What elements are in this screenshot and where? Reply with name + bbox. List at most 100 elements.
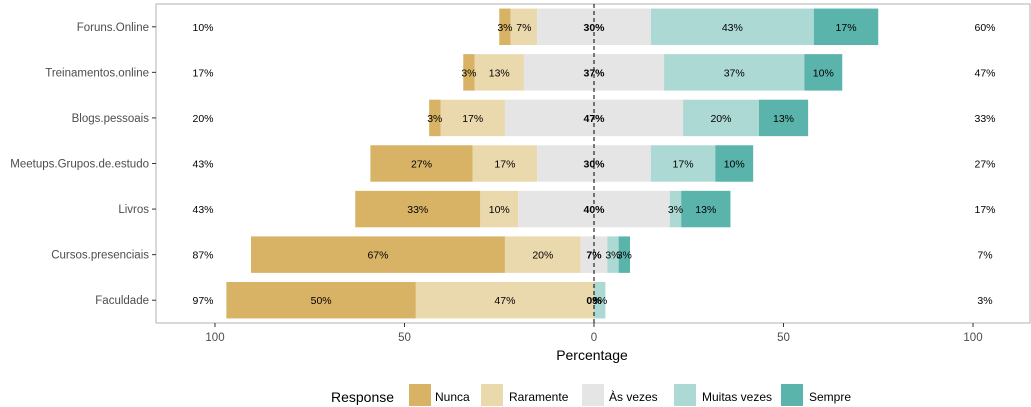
left-total-foruns-online: 10% [192, 22, 213, 34]
label-meetups-grupos-de-estudo-as-vezes: 30% [583, 159, 605, 171]
right-total-blogs-pessoais: 33% [974, 113, 995, 125]
bar-livros-sempre [681, 190, 731, 228]
legend: Response Nunca Raramente Às vezes Muitas ve… [331, 384, 851, 406]
label-meetups-grupos-de-estudo-raramente: 17% [494, 159, 515, 171]
bar-faculdade-raramente [415, 281, 594, 319]
side-labels-group: 10% 60% 17% 47% 20% 33% 43% 27% 43% 17% 87% 7% 97% 3% [192, 22, 995, 307]
bar-cursos-presenciais-muitas-vezes [607, 236, 619, 273]
right-total-treinamentos-online: 47% [974, 67, 995, 79]
bar-cursos-presenciais-raramente [504, 236, 581, 273]
bar-meetups-grupos-de-estudo-raramente [472, 145, 538, 182]
y-tick-label-treinamentos-online: Treinamentos.online [45, 67, 149, 79]
legend-key-raramente [481, 384, 503, 406]
bar-faculdade-nunca [226, 281, 416, 319]
label-cursos-presenciais-raramente: 20% [532, 250, 553, 262]
bar-meetups-grupos-de-estudo-muitas-vezes [650, 145, 716, 182]
bar-treinamentos-online-nunca [463, 54, 475, 91]
label-cursos-presenciais-as-vezes: 7% [586, 250, 602, 262]
right-total-livros: 17% [974, 204, 995, 216]
legend-label-sempre: Sempre [809, 390, 851, 404]
label-livros-muitas-vezes: 3% [668, 204, 683, 216]
x-axis-title: Percentage [556, 347, 628, 363]
bar-treinamentos-online-raramente [474, 54, 524, 91]
bar-faculdade-muitas-vezes [594, 281, 606, 319]
label-meetups-grupos-de-estudo-muitas-vezes: 17% [673, 159, 694, 171]
bar-blogs-pessoais-raramente [440, 99, 505, 137]
left-total-livros: 43% [192, 204, 213, 216]
legend-label-muitas-vezes: Muitas vezes [702, 390, 772, 404]
label-foruns-online-nunca: 3% [497, 22, 512, 34]
left-total-blogs-pessoais: 20% [192, 113, 213, 125]
x-tick-label: 50 [398, 332, 411, 344]
bar-meetups-grupos-de-estudo-nunca [370, 145, 473, 182]
label-cursos-presenciais-sempre: 3% [617, 250, 632, 262]
label-livros-nunca: 33% [407, 204, 428, 216]
legend-label-as-vezes: Às vezes [609, 389, 658, 404]
bar-livros-nunca [355, 190, 481, 228]
left-total-treinamentos-online: 17% [192, 67, 213, 79]
bar-meetups-grupos-de-estudo-sempre [715, 145, 754, 182]
label-foruns-online-muitas-vezes: 43% [722, 22, 743, 34]
x-tick-label: 50 [777, 332, 790, 344]
y-tick-label-cursos-presenciais: Cursos.presenciais [51, 250, 149, 262]
label-treinamentos-online-raramente: 13% [489, 67, 510, 79]
x-tick-label: 100 [205, 332, 224, 344]
y-tick-label-blogs-pessoais: Blogs.pessoais [72, 113, 150, 125]
bar-foruns-online-muitas-vezes [650, 8, 814, 46]
right-total-foruns-online: 60% [974, 22, 995, 34]
bar-foruns-online-raramente [510, 8, 538, 46]
label-cursos-presenciais-muitas-vezes: 3% [605, 250, 620, 262]
label-blogs-pessoais-raramente: 17% [462, 113, 483, 125]
label-blogs-pessoais-muitas-vezes: 20% [710, 113, 731, 125]
label-faculdade-raramente: 47% [494, 295, 515, 307]
legend-key-nunca [409, 384, 431, 406]
bar-cursos-presenciais-nunca [251, 236, 505, 273]
label-meetups-grupos-de-estudo-nunca: 27% [411, 159, 432, 171]
left-total-meetups-grupos-de-estudo: 43% [192, 159, 213, 171]
y-tick-label-livros: Livros [118, 204, 149, 216]
legend-label-raramente: Raramente [509, 390, 569, 404]
label-faculdade-nunca: 50% [311, 295, 332, 307]
left-total-faculdade: 97% [192, 295, 213, 307]
bar-blogs-pessoais-muitas-vezes [683, 99, 759, 137]
bar-livros-raramente [480, 190, 519, 228]
bar-blogs-pessoais-nunca [429, 99, 441, 137]
label-blogs-pessoais-nunca: 3% [427, 113, 442, 125]
label-foruns-online-sempre: 17% [836, 22, 857, 34]
label-livros-raramente: 10% [489, 204, 510, 216]
label-meetups-grupos-de-estudo-sempre: 10% [724, 159, 745, 171]
legend-title: Response [331, 389, 394, 405]
label-livros-sempre: 13% [695, 204, 716, 216]
bar-livros-muitas-vezes [669, 190, 682, 228]
label-faculdade-muitas-vezes: 3% [592, 295, 607, 307]
bars-group [226, 8, 879, 319]
legend-label-nunca: Nunca [435, 390, 470, 404]
label-cursos-presenciais-nunca: 67% [367, 250, 388, 262]
left-total-cursos-presenciais: 87% [192, 250, 213, 262]
right-total-cursos-presenciais: 7% [977, 250, 992, 262]
y-tick-label-foruns-online: Foruns.Online [77, 22, 149, 34]
bar-foruns-online-sempre [813, 8, 879, 46]
legend-key-muitas-vezes [674, 384, 696, 406]
bar-blogs-pessoais-sempre [758, 99, 809, 137]
right-total-meetups-grupos-de-estudo: 27% [974, 159, 995, 171]
bar-cursos-presenciais-sempre [618, 236, 631, 273]
bar-treinamentos-online-muitas-vezes [664, 54, 805, 91]
y-axis: Foruns.Online Treinamentos.online Blogs.pe… [10, 22, 156, 307]
legend-key-as-vezes [582, 384, 604, 406]
label-treinamentos-online-muitas-vezes: 37% [724, 67, 745, 79]
right-total-faculdade: 3% [977, 295, 992, 307]
label-foruns-online-raramente: 7% [516, 22, 531, 34]
label-treinamentos-online-sempre: 10% [813, 67, 834, 79]
y-tick-label-faculdade: Faculdade [95, 295, 149, 307]
bar-treinamentos-online-sempre [804, 54, 843, 91]
label-treinamentos-online-nunca: 3% [461, 67, 476, 79]
y-tick-label-meetups-grupos-de-estudo: Meetups.Grupos.de.estudo [10, 159, 149, 171]
legend-key-sempre [781, 384, 803, 406]
label-treinamentos-online-as-vezes: 37% [583, 67, 605, 79]
label-blogs-pessoais-sempre: 13% [773, 113, 794, 125]
x-axis: 100 50 0 50 100 [205, 323, 983, 344]
bar-foruns-online-nunca [499, 8, 511, 46]
x-tick-label: 100 [963, 332, 982, 344]
